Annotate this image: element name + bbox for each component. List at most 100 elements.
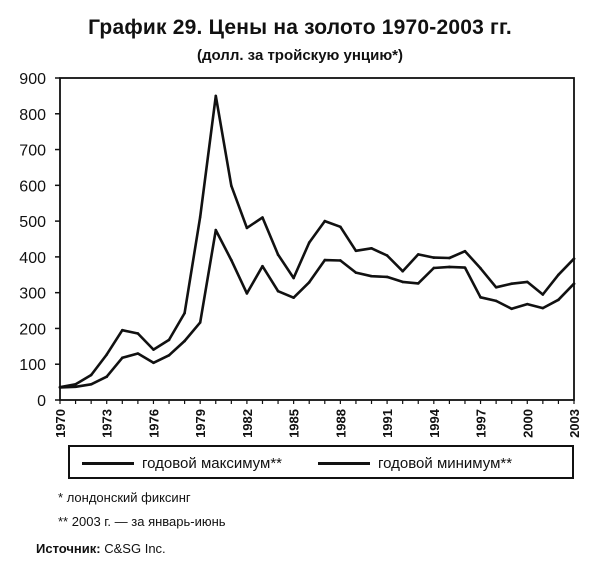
data-point-s1-1980 [214,228,218,232]
data-point-s0-1998 [494,286,498,289]
footnote-london-fixing: * лондонский фиксинг [58,490,191,505]
legend-label-min: годовой минимум** [378,454,513,472]
data-point-s0-1988 [339,225,342,229]
y-tick-label-500: 500 [19,214,46,231]
data-point-s0-1983 [261,216,264,219]
y-tick-label-0: 0 [37,393,46,410]
data-point-s0-1973 [105,353,109,356]
data-point-s0-1999 [510,282,513,286]
data-point-s0-1971 [74,382,77,386]
chart-subtitle: (долл. за тройскую унцию*) [196,47,403,64]
data-point-s0-1978 [183,311,186,315]
x-tick-label-1988: 1988 [333,409,348,438]
source-label: Источник: [36,541,101,556]
data-point-s0-2001 [541,293,545,296]
data-point-s1-1988 [339,259,342,262]
series-line-1 [58,228,576,389]
x-tick-label-1973: 1973 [100,409,115,438]
source-value: C&SG Inc. [104,541,166,556]
data-point-s0-2002 [557,273,560,277]
data-point-s1-1998 [494,299,498,303]
gold-price-chart: 0 100 200 300 400 500 600 700 800 900 1970 1973 1976… [19,71,582,438]
data-point-s1-1975 [136,352,140,355]
y-tick-label-200: 200 [19,321,46,338]
footnote-mark-2: ** [58,514,69,529]
data-point-s1-1984 [276,289,280,293]
data-point-s0-1993 [416,253,420,256]
data-point-s0-1981 [230,184,233,187]
data-point-s0-1977 [167,338,171,342]
y-tick-label-100: 100 [19,357,46,374]
legend-swatch-min [318,461,370,465]
legend-item-max: годовой максимум** [82,453,282,473]
y-tick-label-400: 400 [19,250,46,267]
data-point-s0-2000 [525,280,529,284]
data-point-s0-1976 [152,348,155,351]
data-point-s0-1985 [292,276,295,280]
data-point-s0-2003 [572,257,576,260]
data-point-s1-1970 [58,386,62,389]
data-point-s1-1978 [183,339,186,343]
data-point-s1-2000 [525,302,529,306]
y-tick-label-900: 900 [19,71,46,88]
legend-label-max: годовой максимум** [142,454,283,472]
x-tick-label-1970: 1970 [53,409,68,438]
legend-item-min: годовой минимум** [318,453,512,473]
data-point-s1-1977 [167,353,171,357]
data-point-s1-1987 [323,258,327,262]
chart-legend: годовой максимум** годовой минимум** [68,445,574,479]
data-point-s0-1979 [198,215,202,219]
data-point-s1-2003 [572,282,576,286]
data-point-s1-1993 [416,282,420,285]
y-tick-label-800: 800 [19,107,46,124]
data-point-s1-1990 [370,274,373,278]
data-point-s1-1985 [292,296,295,299]
data-point-s1-2001 [541,306,545,310]
x-tick-label-1994: 1994 [427,408,442,438]
data-point-s1-1974 [121,356,124,360]
plot-frame [59,77,575,401]
data-point-s1-1986 [307,280,311,284]
x-tick-label-2003: 2003 [567,409,582,438]
series-line-0 [58,94,576,389]
data-point-s1-1994 [432,266,436,270]
footnote-mark-1: * [58,490,64,505]
data-point-s0-1982 [245,226,249,230]
footnote-text-2: 2003 г. — за январь-июнь [71,514,226,529]
data-point-s1-1995 [448,265,451,269]
data-point-s0-1972 [89,373,93,377]
data-point-s1-1989 [354,271,358,274]
data-point-s1-1972 [89,382,93,386]
data-point-s0-1987 [323,219,327,223]
data-point-s1-1983 [261,264,264,268]
data-point-s0-1991 [385,254,389,257]
x-tick-label-1976: 1976 [146,409,161,438]
footnote-2003-period: ** 2003 г. — за январь-июнь [58,514,226,529]
data-point-s0-1986 [307,241,311,244]
data-point-s1-1971 [74,385,77,389]
data-point-s1-1981 [230,258,233,262]
x-tick-label-1985: 1985 [287,409,302,438]
data-point-s1-1999 [510,307,513,311]
data-point-s1-1996 [463,266,467,269]
chart-title: График 29. Цены на золото 1970-2003 гг. [88,16,512,39]
data-point-s0-1997 [479,267,482,270]
data-point-s0-1992 [401,269,404,273]
y-tick-label-700: 700 [19,143,46,160]
data-point-s0-1975 [136,332,140,335]
data-point-s0-1995 [448,256,451,260]
data-point-s0-1974 [121,328,124,332]
y-tick-label-300: 300 [19,286,46,303]
footnote-text-1: лондонский фиксинг [66,490,191,505]
x-tick-label-1979: 1979 [193,409,208,438]
data-point-s0-1989 [354,249,358,253]
data-point-s1-1982 [245,292,249,295]
x-tick-label-1997: 1997 [474,409,489,438]
data-point-s0-1994 [432,256,436,259]
data-point-s0-1996 [463,249,467,253]
data-point-s0-1984 [276,253,280,257]
x-tick-label-1991: 1991 [380,409,395,438]
y-tick-label-600: 600 [19,178,46,195]
x-tick-label-2000: 2000 [520,409,535,438]
data-point-s1-1973 [105,375,109,379]
